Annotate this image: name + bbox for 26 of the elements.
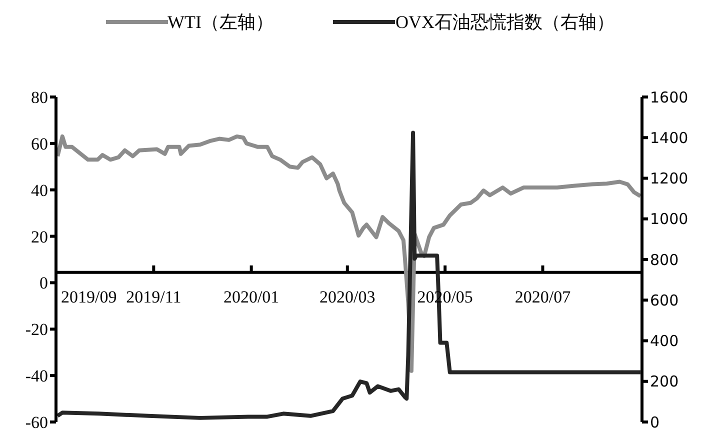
y-tick-label: -20: [25, 320, 48, 340]
x-tick-label: 2019/11: [126, 287, 182, 306]
y2-tick-label: 1200: [650, 170, 688, 188]
y-tick-label: 20: [31, 227, 48, 246]
y-tick-label: 40: [31, 180, 48, 200]
y-tick-label: -40: [25, 366, 48, 386]
legend-label: WTI（左轴）: [168, 11, 274, 34]
x-tick-label: 2020/01: [223, 287, 280, 306]
y-tick-label: 0: [40, 274, 48, 293]
x-tick-label: 2020/07: [514, 287, 572, 306]
legend-label: OVX石油恐慌指数（右轴）: [395, 11, 614, 34]
y2-tick-label: 200: [650, 372, 679, 391]
y2-tick-label: 400: [650, 332, 679, 350]
y2-tick-label: 1400: [650, 128, 688, 147]
x-tick-label: 2019/09: [61, 287, 117, 306]
line-series: [56, 130, 642, 420]
y2-tick-label: 1600: [650, 88, 688, 106]
y2-tick-label: 800: [650, 250, 679, 269]
y2-tick-label: 600: [650, 291, 679, 310]
y-tick-label: 60: [31, 134, 48, 154]
line-series: [56, 134, 642, 373]
y-tick-label: 80: [31, 88, 48, 108]
x-tick-label: 2020/03: [320, 287, 376, 306]
y-tick-label: -60: [25, 413, 48, 432]
y2-tick-label: 1000: [650, 210, 688, 228]
y2-tick-label: 0: [650, 413, 660, 432]
